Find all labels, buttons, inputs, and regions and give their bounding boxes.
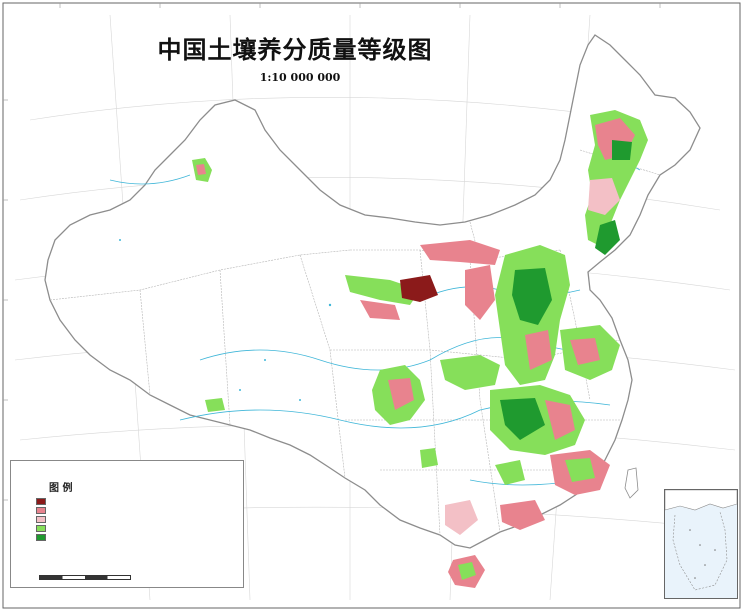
legend-row — [33, 533, 162, 542]
legend-row — [33, 515, 162, 524]
map-scale: 1:10 000 000 — [259, 71, 341, 84]
soil-grade-patches — [192, 110, 648, 588]
inset-boundary-line — [672, 511, 728, 591]
legend-row — [33, 506, 162, 515]
legend-swatch — [36, 507, 46, 514]
scale-bar — [39, 569, 131, 583]
legend-swatch — [36, 498, 46, 505]
legend-row — [33, 524, 162, 533]
inset-map — [665, 490, 737, 591]
graticule-ticks — [3, 3, 661, 501]
legend-swatch — [36, 534, 46, 541]
legend: 图 例 — [10, 460, 244, 588]
legend-title: 图 例 — [49, 483, 73, 494]
legend-swatch — [36, 516, 46, 523]
legend-swatch — [36, 525, 46, 532]
legend-row — [33, 497, 162, 506]
scale-bar-graphic — [39, 575, 131, 580]
inset-coast — [665, 490, 737, 511]
legend-table — [33, 497, 162, 542]
south-china-sea-inset — [664, 489, 738, 599]
map-title: 中国土壤养分质量等级图 — [157, 36, 433, 64]
